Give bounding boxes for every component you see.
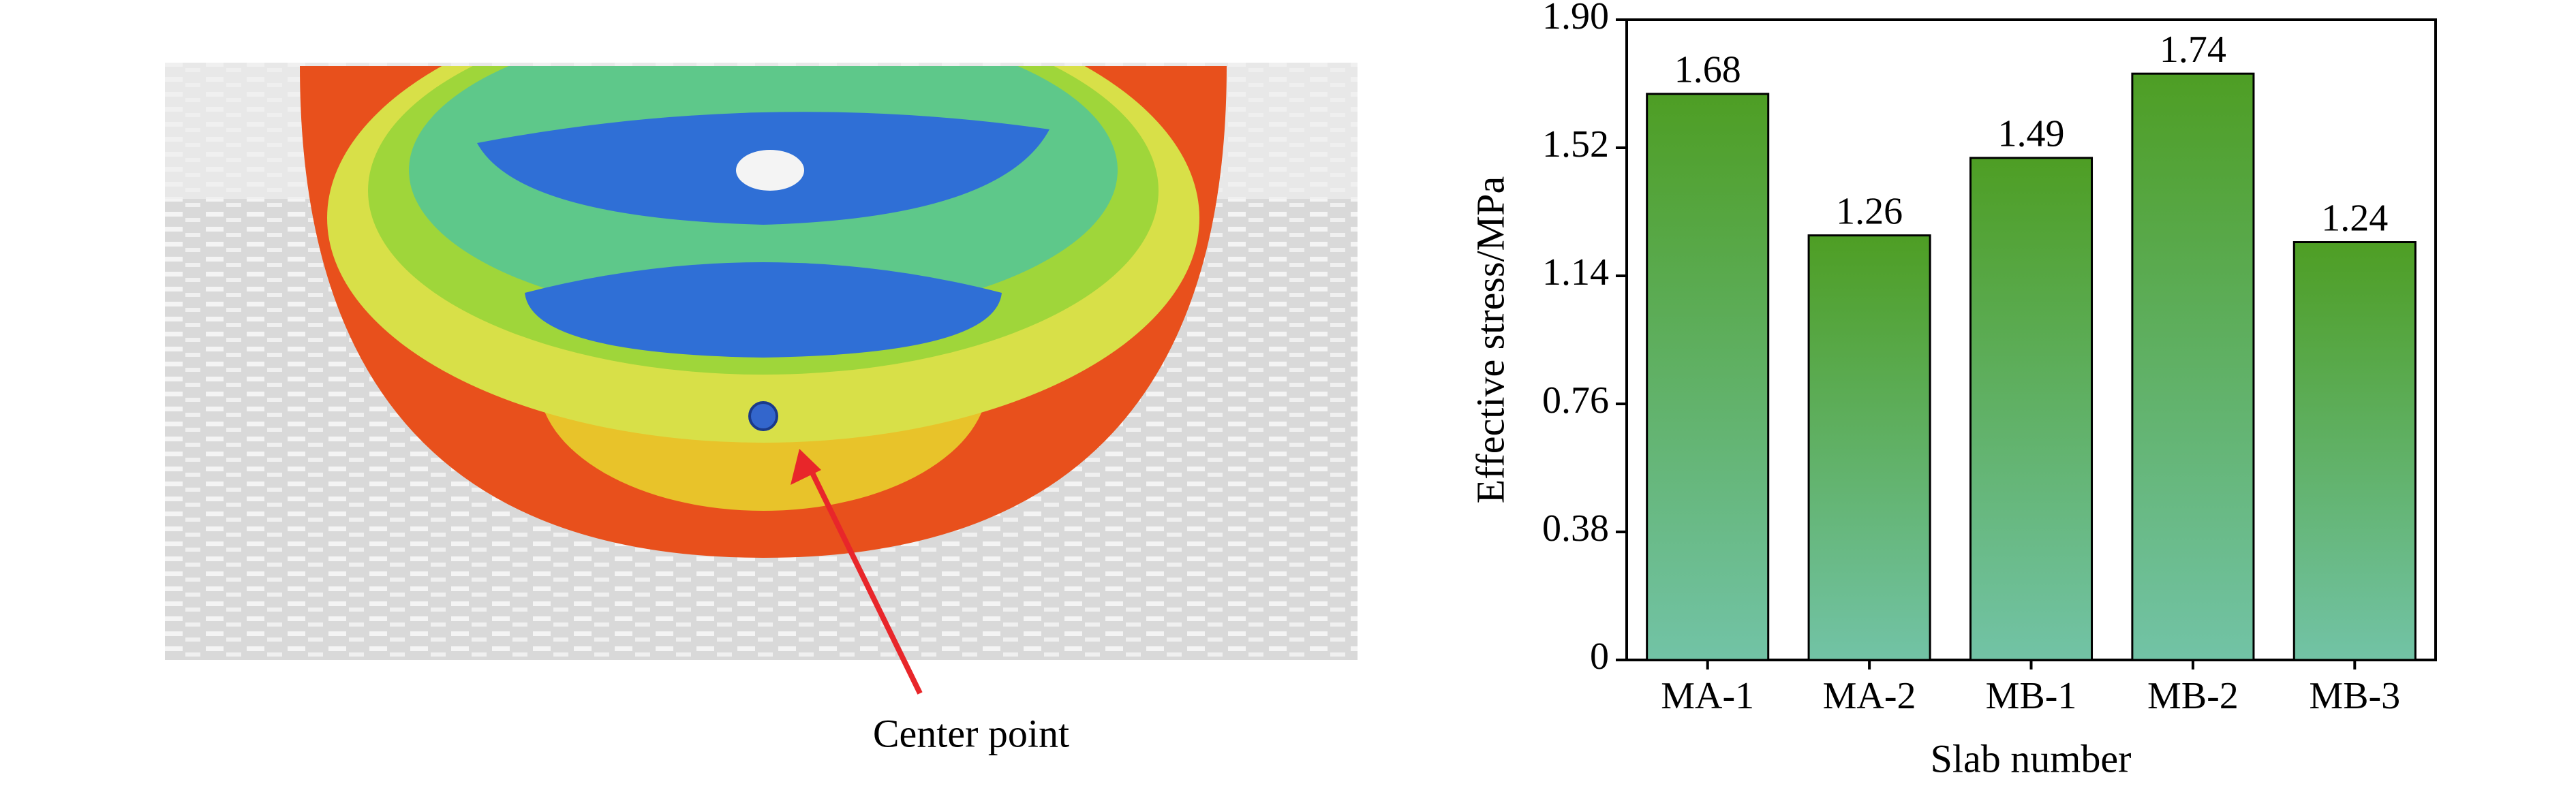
x-tick-label: MB-2 [2147,675,2239,717]
value-label: 1.26 [1836,190,1903,232]
annotation: Center point [873,711,1069,755]
bar [2293,241,2417,661]
x-tick-label: MA-1 [1661,675,1754,717]
y-tick-label: 1.14 [1542,251,1609,294]
x-tick-label: MB-1 [1986,675,2077,717]
y-tick-label: 0 [1590,635,1609,678]
bar [1969,157,2094,661]
y-tick-label: 1.90 [1542,0,1609,37]
simulation-image [165,63,1358,695]
bar [1646,93,1770,661]
y-axis-label: Effective stress/MPa [1468,176,1512,504]
x-tick-label: MB-3 [2309,675,2400,717]
value-label: 1.49 [1998,113,2065,155]
bar [1807,234,1931,661]
bar [2131,72,2255,661]
y-tick-label: 1.52 [1542,123,1609,166]
value-label: 1.24 [2321,197,2388,239]
x-axis-label: Slab number [1931,736,2132,781]
value-label: 1.74 [2160,29,2226,71]
y-tick-label: 0.38 [1542,507,1609,550]
x-tick-label: MA-2 [1823,675,1916,717]
y-tick-label: 0.76 [1542,379,1609,422]
value-label: 1.68 [1674,49,1741,91]
